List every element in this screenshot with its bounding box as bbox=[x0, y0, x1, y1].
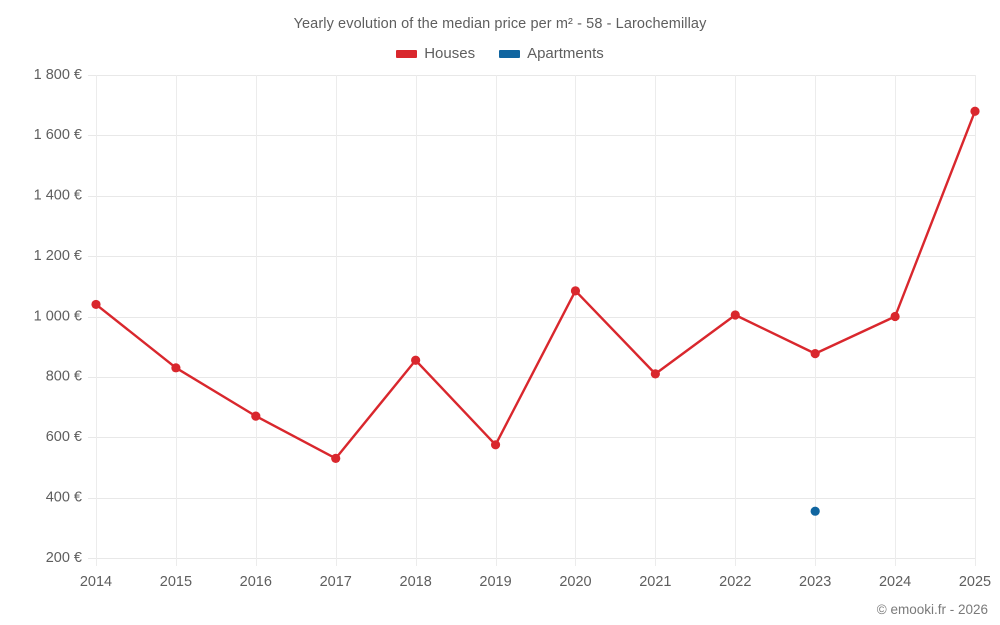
x-axis-tick-labels: 2014 2015 2016 2017 2018 2019 2020 2021 2022 2023… bbox=[80, 574, 991, 590]
legend-label-apartments: Apartments bbox=[527, 45, 604, 62]
x-tick-label: 2023 bbox=[799, 574, 831, 590]
y-gridlines bbox=[88, 75, 975, 559]
legend-item-houses[interactable]: Houses bbox=[396, 46, 475, 61]
data-point[interactable] bbox=[331, 453, 341, 463]
x-tick-label: 2015 bbox=[160, 574, 192, 590]
data-point[interactable] bbox=[810, 349, 820, 359]
data-point[interactable] bbox=[570, 286, 581, 296]
y-tick-label: 1 000 € bbox=[34, 308, 82, 324]
data-point[interactable] bbox=[810, 506, 820, 516]
data-point[interactable] bbox=[650, 369, 660, 379]
data-point[interactable] bbox=[890, 311, 900, 322]
y-tick-label: 1 800 € bbox=[34, 67, 82, 83]
x-tick-label: 2021 bbox=[639, 574, 671, 590]
x-tick-label: 2017 bbox=[320, 574, 352, 590]
y-axis-tick-labels: 200 € 400 € 600 € 800 € 1 000 € 1 200 € 1 400 … bbox=[34, 67, 82, 566]
page-title: Yearly evolution of the median price per… bbox=[293, 16, 707, 32]
chart-legend: Houses Apartments bbox=[0, 46, 1000, 61]
x-tick-label: 2024 bbox=[879, 574, 911, 590]
x-tick-label: 2022 bbox=[719, 574, 751, 590]
y-tick-label: 1 600 € bbox=[34, 127, 82, 143]
legend-swatch-houses bbox=[396, 49, 418, 58]
x-tick-label: 2014 bbox=[80, 574, 112, 590]
y-tick-label: 1 200 € bbox=[34, 248, 82, 264]
data-point[interactable] bbox=[91, 299, 101, 310]
data-point[interactable] bbox=[970, 106, 980, 116]
legend-item-apartments[interactable]: Apartments bbox=[499, 46, 604, 61]
legend-label-houses: Houses bbox=[424, 45, 476, 62]
x-gridlines bbox=[96, 75, 976, 566]
data-point[interactable] bbox=[490, 440, 501, 450]
data-point[interactable] bbox=[411, 355, 421, 365]
x-tick-label: 2019 bbox=[479, 574, 511, 590]
data-point[interactable] bbox=[730, 310, 740, 320]
data-point[interactable] bbox=[251, 411, 261, 421]
y-tick-label: 800 € bbox=[46, 369, 82, 385]
series-markers bbox=[91, 106, 980, 516]
x-tick-label: 2020 bbox=[559, 574, 591, 590]
y-tick-label: 200 € bbox=[46, 550, 82, 566]
legend-swatch-apartments bbox=[499, 49, 521, 58]
x-tick-label: 2025 bbox=[959, 574, 991, 590]
data-point[interactable] bbox=[171, 363, 181, 373]
x-tick-label: 2018 bbox=[400, 574, 432, 590]
copyright-credit: © emooki.fr - 2026 bbox=[876, 602, 988, 617]
y-tick-label: 600 € bbox=[46, 429, 82, 445]
series-line-houses bbox=[94, 110, 977, 460]
x-tick-label: 2016 bbox=[240, 574, 272, 590]
y-tick-label: 400 € bbox=[46, 489, 82, 505]
series-lines bbox=[94, 110, 977, 460]
y-tick-label: 1 400 € bbox=[34, 188, 82, 204]
